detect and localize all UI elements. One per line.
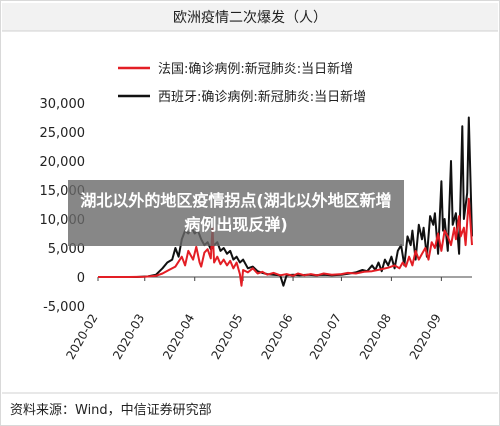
y-tick-label: 20,000: [40, 155, 86, 170]
overlay-banner: 湖北以外的地区疫情拐点(湖北以外地区新增病例出现反弹): [68, 180, 404, 246]
chart-title: 欧洲疫情二次爆发（人）: [173, 10, 327, 26]
y-tick-label: 25,000: [40, 126, 86, 141]
legend-label: 法国:确诊病例:新冠肺炎:当日新增: [158, 61, 353, 77]
y-tick-label: 0: [77, 271, 85, 286]
series-line-france: [98, 197, 473, 287]
overlay-caption: 湖北以外的地区疫情拐点(湖北以外地区新增病例出现反弹): [80, 191, 392, 234]
source-note: 资料来源：Wind，中信证券研究部: [10, 402, 212, 418]
title-band: [2, 3, 498, 31]
legend-label: 西班牙:确诊病例:新冠肺炎:当日新增: [158, 89, 366, 105]
y-tick-label: 30,000: [40, 97, 86, 112]
y-tick-label: -5,000: [43, 300, 85, 315]
